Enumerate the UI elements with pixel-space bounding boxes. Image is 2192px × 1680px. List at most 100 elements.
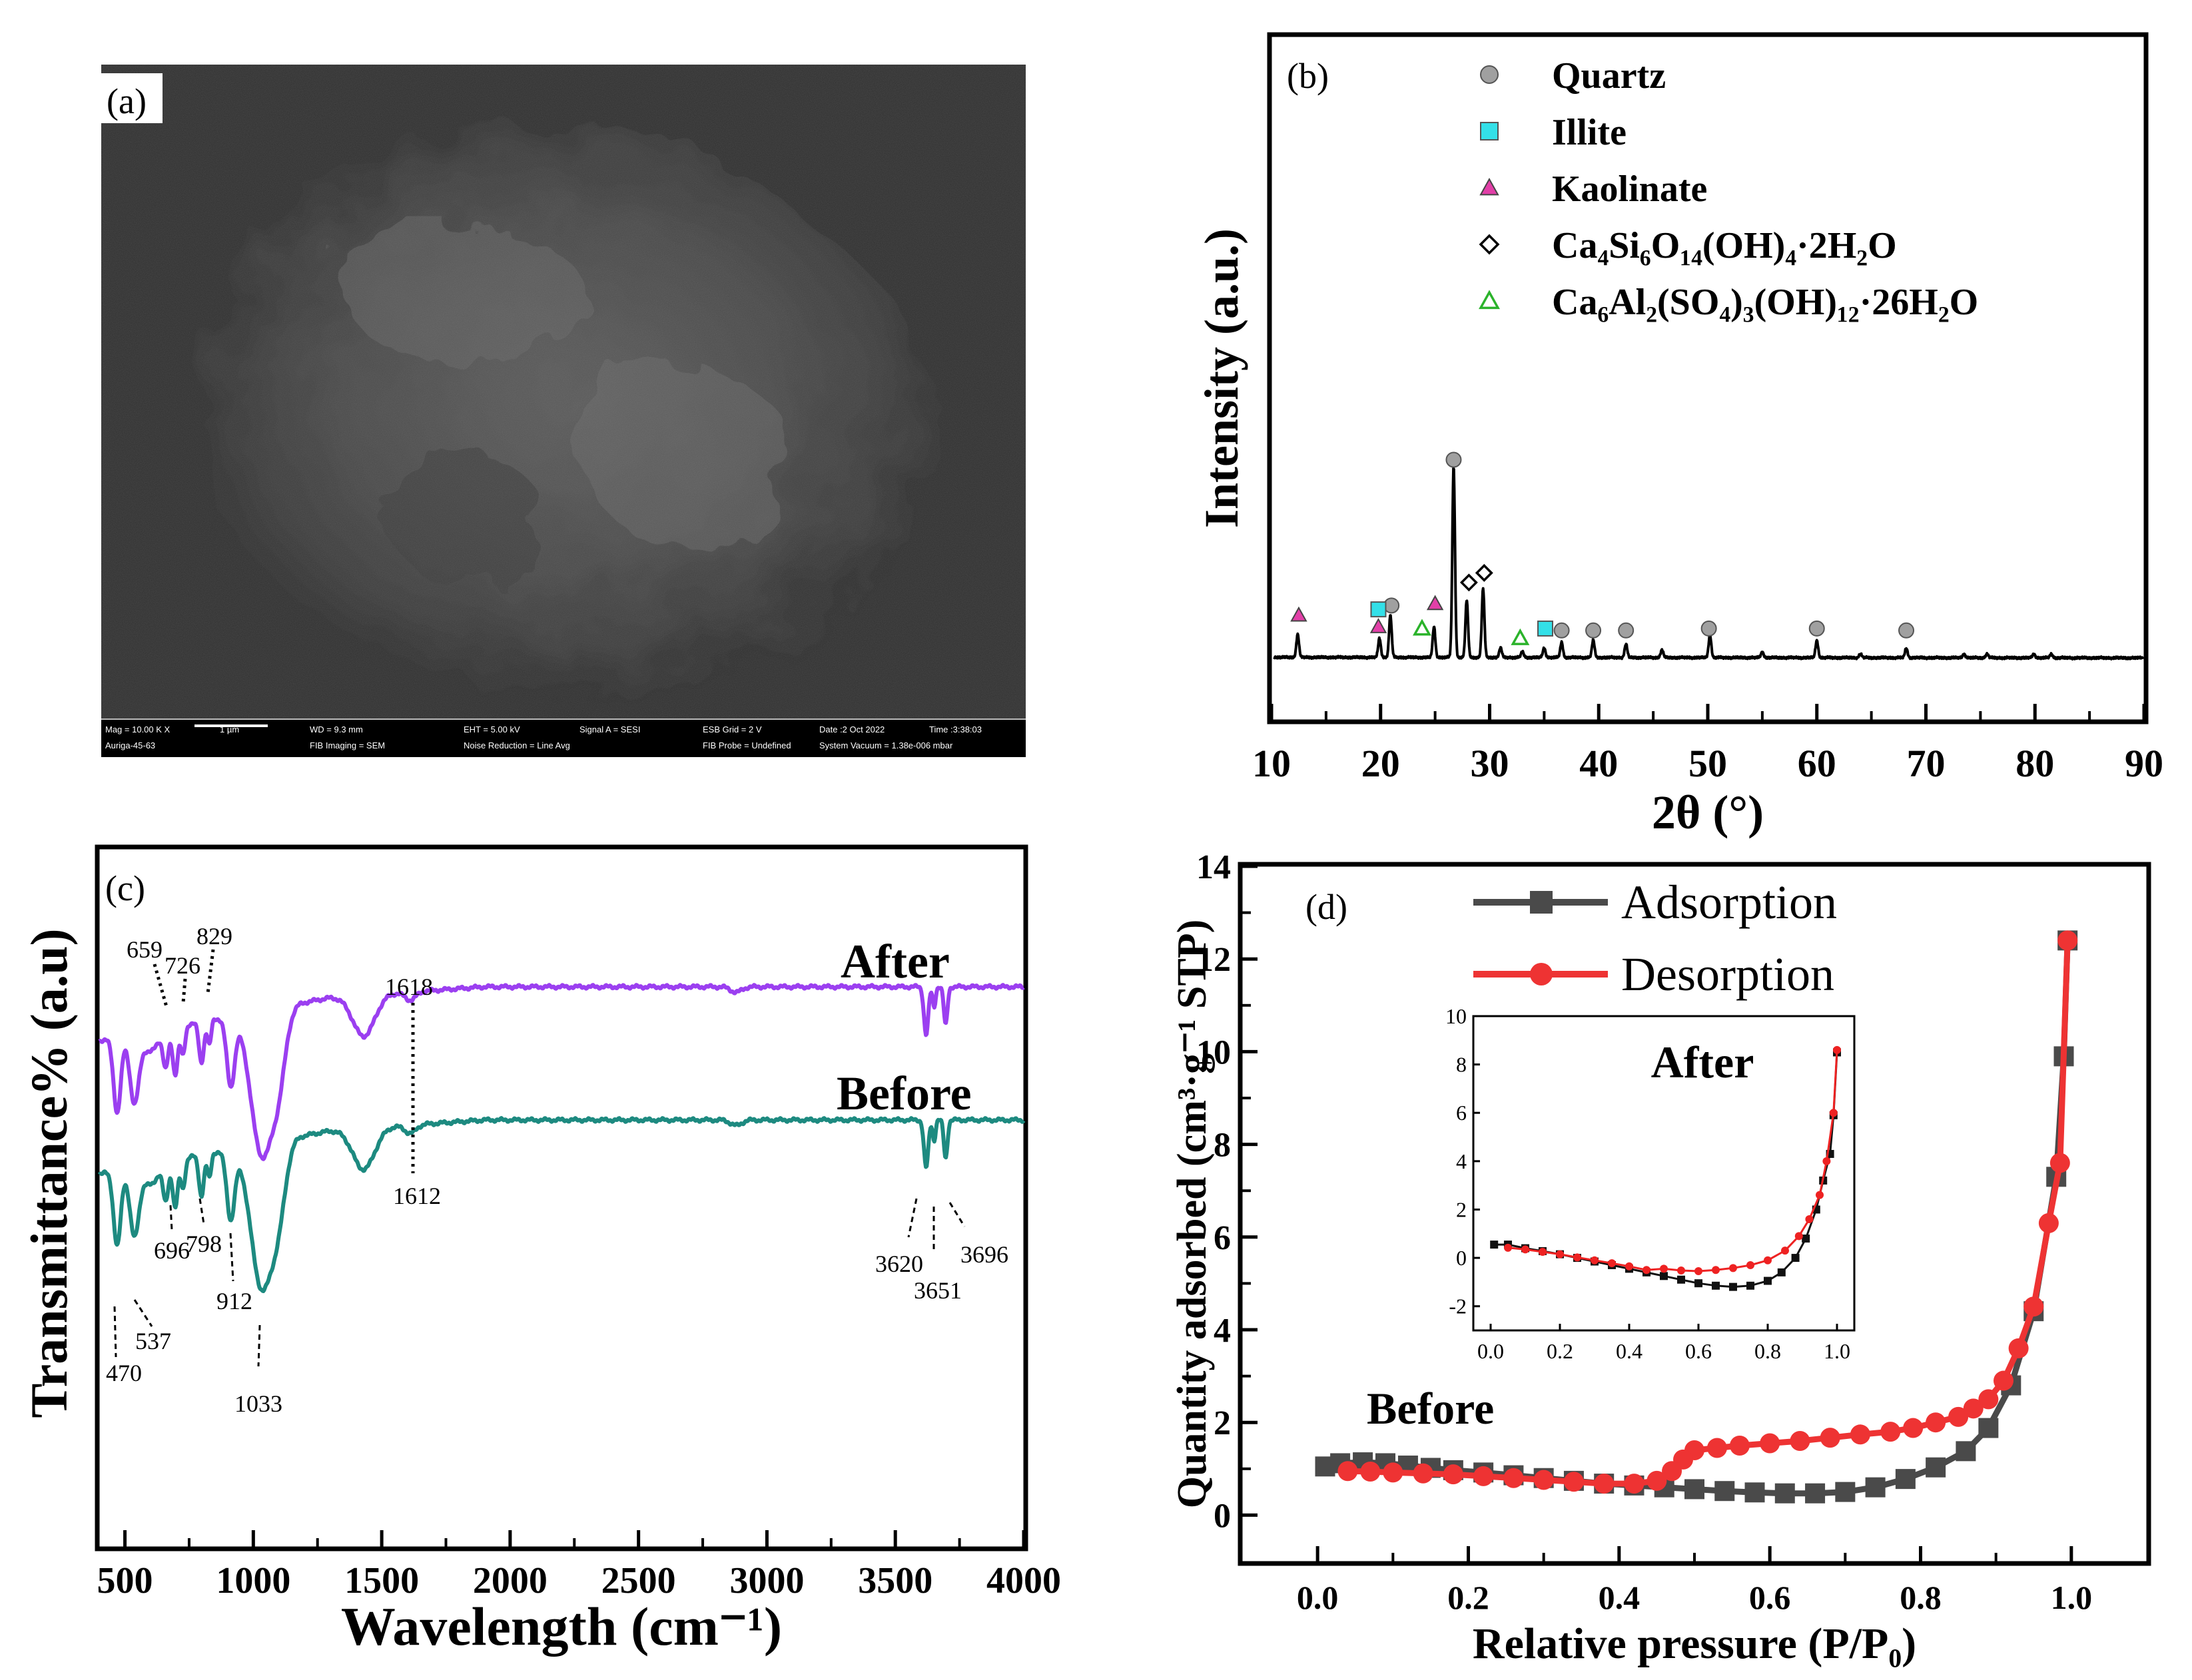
sem-info-bar — [101, 718, 1026, 757]
phase-marker — [1475, 563, 1493, 582]
desorption-point — [2049, 1153, 2070, 1173]
x-tick-label-b: 60 — [1798, 742, 1836, 785]
phase-marker — [1553, 622, 1570, 639]
x-tick-label-c: 2000 — [473, 1560, 548, 1601]
y-tick-label-d: 12 — [1196, 941, 1231, 979]
sem-info-text: FIB Imaging = SEM — [310, 740, 385, 750]
x-tick-label-b: 90 — [2125, 742, 2163, 785]
desorption-point — [1662, 1461, 1682, 1482]
x-tick-label-c: 1500 — [344, 1560, 419, 1601]
legend-marker-b — [1479, 177, 1499, 196]
band-label: 798 — [186, 1231, 222, 1257]
inset-desorption-point — [1521, 1245, 1529, 1254]
sem-info-text: Auriga-45-63 — [105, 740, 155, 750]
band-leader — [198, 1198, 205, 1225]
band-label: 912 — [216, 1288, 252, 1314]
desorption-point — [2038, 1213, 2059, 1233]
legend-label-b: Ca₆Al₂(SO₄)₃(OH)₁₂·26H₂O — [1552, 282, 1978, 323]
x-tick-label-b: 10 — [1252, 742, 1291, 785]
inset-adsorption-point — [1729, 1282, 1737, 1291]
phase-marker — [1459, 573, 1478, 592]
panel-label-d: (d) — [1305, 887, 1347, 927]
band-label: 3620 — [875, 1251, 923, 1277]
annotation-before: Before — [1367, 1383, 1494, 1434]
legend-label-b: Quartz — [1552, 55, 1666, 97]
legend-label-b: Illite — [1552, 112, 1627, 153]
desorption-point — [1880, 1422, 1901, 1442]
legend-label-b: Kaolinate — [1552, 168, 1707, 210]
legend-marker-d — [1530, 891, 1553, 914]
x-tick-label-b: 80 — [2015, 742, 2054, 785]
inset-x-tick-label: 0.4 — [1616, 1339, 1643, 1363]
y-axis-label-c: Transmittance% (a.u) — [20, 928, 78, 1418]
inset-y-tick-label: 4 — [1456, 1149, 1467, 1173]
inset-desorption-point — [1625, 1262, 1633, 1270]
x-axis-label-d: Relative pressure (P/P₀) — [1473, 1619, 1916, 1668]
inset-x-tick-label: 0.2 — [1547, 1339, 1573, 1363]
band-leader — [153, 964, 169, 1007]
adsorption-point — [1805, 1483, 1826, 1504]
phase-marker — [1700, 620, 1717, 637]
desorption-point — [1337, 1461, 1358, 1482]
panel-label-box-a — [101, 73, 163, 123]
desorption-point — [1503, 1468, 1524, 1488]
sem-info-text: Signal A = SESI — [579, 724, 640, 734]
phase-marker — [1511, 628, 1530, 645]
panel-d: (d) Quantity adsorbed (cm³·g⁻¹ STP) Rela… — [1170, 848, 2151, 1668]
sem-grain — [101, 65, 1026, 718]
legend-label-b: Ca₄Si₆O₁₄(OH)₄·2H₂O — [1552, 225, 1897, 266]
inset-adsorption-point — [1802, 1235, 1810, 1243]
inset-desorption-point — [1764, 1256, 1772, 1264]
inset-desorption-point — [1829, 1109, 1838, 1117]
desorption-point — [1820, 1428, 1840, 1448]
legend-marker-d — [1530, 963, 1553, 985]
scale-bar — [194, 724, 268, 727]
inset-desorption-point — [1712, 1266, 1720, 1274]
desorption-point — [1790, 1431, 1810, 1452]
panel-label-b: (b) — [1287, 56, 1329, 96]
adsorption-point — [1865, 1477, 1886, 1498]
band-label: 1612 — [393, 1183, 441, 1209]
band-leader — [169, 1205, 173, 1231]
x-tick-label-d: 1.0 — [2051, 1579, 2093, 1616]
x-tick-label-b: 70 — [1907, 742, 1946, 785]
desorption-point — [1383, 1462, 1403, 1483]
sem-info-text: Mag = 10.00 K X — [105, 724, 171, 734]
y-axis-label-b: Intensity (a.u.) — [1195, 228, 1248, 528]
x-tick-label-c: 2500 — [601, 1560, 676, 1601]
inset-y-tick-label: -2 — [1449, 1294, 1467, 1318]
adsorption-point — [1835, 1482, 1856, 1502]
inset-desorption-point — [1729, 1264, 1737, 1272]
sem-info-text: System Vacuum = 1.38e-006 mbar — [819, 740, 953, 750]
inset-title: After — [1651, 1037, 1754, 1087]
x-tick-label-c: 4000 — [986, 1560, 1061, 1601]
inset-desorption-point — [1539, 1248, 1547, 1256]
after-spectrum-line — [98, 983, 1025, 1161]
x-tick-label-c: 500 — [97, 1560, 153, 1601]
x-tick-label-c: 1000 — [216, 1560, 290, 1601]
inset-x-tick-label: 0.0 — [1477, 1339, 1504, 1363]
sem-info-text: FIB Probe = Undefined — [703, 740, 791, 750]
adsorption-point — [1978, 1418, 1999, 1438]
inset-adsorption-point — [1694, 1279, 1702, 1288]
phase-marker — [1426, 595, 1444, 611]
inset-adsorption-point — [1746, 1281, 1754, 1290]
band-leader — [907, 1198, 918, 1238]
phase-marker — [1413, 619, 1431, 636]
desorption-point — [1413, 1463, 1433, 1484]
band-leader — [948, 1202, 966, 1227]
desorption-point — [1624, 1474, 1644, 1494]
panel-c: (c) Transmittance% (a.u) Wavelength (cm⁻… — [20, 844, 1061, 1657]
desorption-point — [1706, 1438, 1727, 1458]
desorption-point — [1993, 1370, 2013, 1391]
desorption-point — [1594, 1474, 1615, 1494]
band-leader — [206, 949, 215, 994]
inset-x-tick-label: 0.8 — [1754, 1339, 1781, 1363]
inset-adsorption-point — [1777, 1268, 1786, 1276]
series-label-after: After — [841, 935, 950, 988]
plot-frame-b — [1267, 32, 2149, 724]
xrd-pattern-line — [1272, 467, 2144, 661]
x-tick-label-d: 0.2 — [1447, 1579, 1489, 1616]
